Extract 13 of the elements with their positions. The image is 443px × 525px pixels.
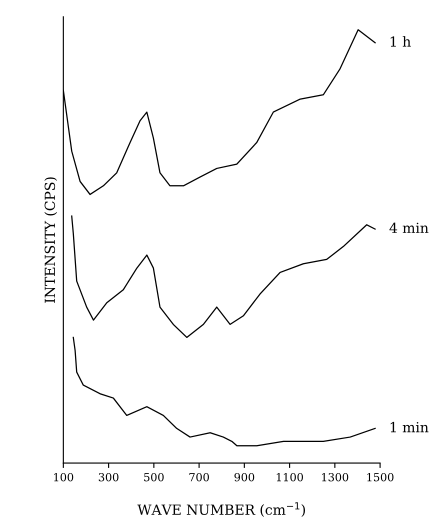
x-axis-title: WAVE NUMBER (cm$^{−1}$) (137, 502, 305, 517)
x-tick-label: 700 (189, 472, 209, 482)
x-tick-label: 1300 (322, 472, 348, 482)
x-tick-label: 500 (144, 472, 164, 482)
series-label: 4 min (389, 222, 428, 233)
series-label: 1 h (390, 36, 411, 47)
x-tick-label: 1100 (276, 472, 303, 482)
x-tick-label: 1500 (367, 472, 394, 482)
x-tick-label: 100 (54, 472, 74, 482)
x-tick-label: 900 (234, 472, 254, 482)
y-axis-title: INTENSITY (CPS) (44, 177, 58, 303)
series-label: 1 min (390, 422, 428, 432)
x-tick-label: 300 (98, 472, 118, 482)
